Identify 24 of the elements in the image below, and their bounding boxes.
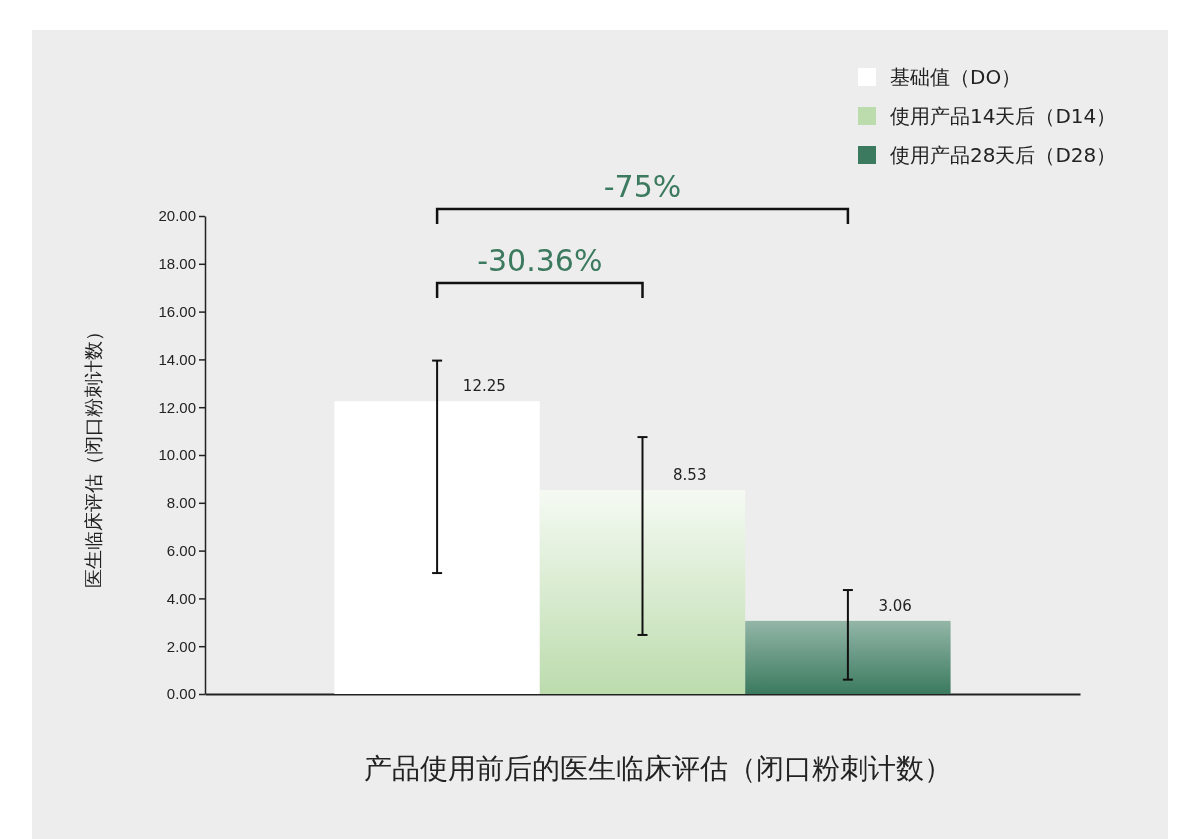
y-tick-label: 18.00: [158, 255, 196, 273]
y-tick-label: 10.00: [158, 446, 196, 464]
y-axis-title: 医生临床评估（闭口粉刺计数）: [82, 322, 104, 588]
y-tick-label: 12.00: [158, 398, 196, 416]
text: 产品使用前后的医生临床评估（闭口粉刺计数）: [363, 752, 952, 785]
legend-label: 基础值（DO）: [890, 65, 1022, 89]
legend-label: 使用产品14天后（D14）: [890, 104, 1117, 128]
y-tick-label: 16.00: [158, 302, 196, 320]
text: -75%: [603, 169, 682, 204]
y-tick-label: 8.00: [166, 494, 196, 512]
bar: [539, 490, 746, 694]
y-tick-label: 20.00: [158, 207, 196, 225]
data-label: 12.25: [462, 377, 506, 396]
y-tick-label: 2.00: [166, 637, 196, 655]
data-label: 8.53: [673, 466, 707, 485]
y-tick-label: 14.00: [158, 350, 196, 368]
y-tick-label: 6.00: [166, 541, 196, 559]
bar: [745, 620, 951, 694]
y-tick-label: 4.00: [166, 589, 196, 607]
y-tick-label: 0.00: [166, 685, 196, 703]
bar: [334, 401, 540, 694]
data-label: 3.06: [878, 596, 912, 615]
annotation: -30.36%: [477, 243, 603, 278]
legend-label: 使用产品28天后（D28）: [890, 143, 1117, 167]
